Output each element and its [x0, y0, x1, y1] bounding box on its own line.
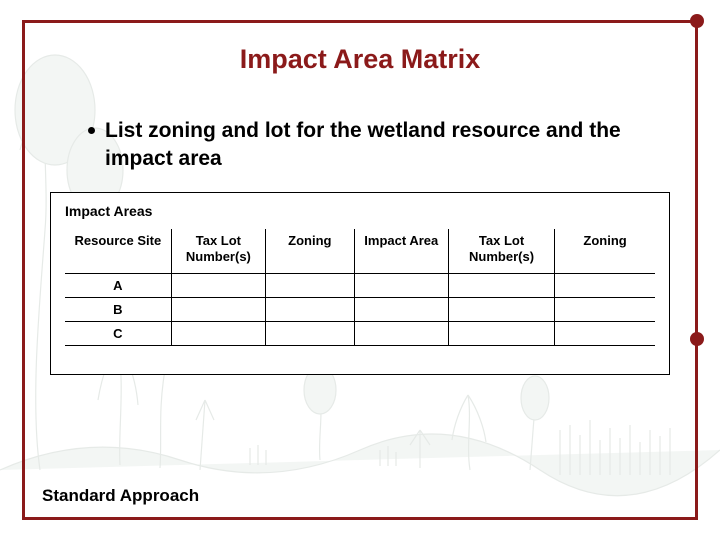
cell — [171, 322, 265, 346]
cell — [555, 274, 655, 298]
col-tax-lot-2: Tax Lot Number(s) — [448, 229, 554, 274]
footer-label: Standard Approach — [42, 486, 199, 506]
table-row: C — [65, 322, 655, 346]
cell — [354, 274, 448, 298]
cell — [266, 274, 355, 298]
col-zoning-1: Zoning — [266, 229, 355, 274]
cell — [448, 322, 554, 346]
cell-resource-c: C — [65, 322, 171, 346]
col-tax-lot-1: Tax Lot Number(s) — [171, 229, 265, 274]
cell — [354, 322, 448, 346]
slide-content: Impact Area Matrix List zoning and lot f… — [0, 0, 720, 540]
impact-matrix-table: Resource Site Tax Lot Number(s) Zoning I… — [65, 229, 655, 347]
col-impact-area: Impact Area — [354, 229, 448, 274]
bullet-text: List zoning and lot for the wetland reso… — [105, 117, 660, 174]
bullet-marker-icon — [88, 127, 95, 134]
table-row: A — [65, 274, 655, 298]
slide-title: Impact Area Matrix — [0, 44, 720, 75]
cell — [448, 274, 554, 298]
col-zoning-2: Zoning — [555, 229, 655, 274]
cell-resource-a: A — [65, 274, 171, 298]
cell-resource-b: B — [65, 298, 171, 322]
cell — [555, 322, 655, 346]
bullet-item: List zoning and lot for the wetland reso… — [88, 117, 660, 174]
cell — [354, 298, 448, 322]
cell — [555, 298, 655, 322]
cell — [448, 298, 554, 322]
cell — [266, 298, 355, 322]
col-resource-site: Resource Site — [65, 229, 171, 274]
table-section-label: Impact Areas — [65, 203, 655, 219]
table-header-row: Resource Site Tax Lot Number(s) Zoning I… — [65, 229, 655, 274]
table-row: B — [65, 298, 655, 322]
cell — [266, 322, 355, 346]
cell — [171, 274, 265, 298]
cell — [171, 298, 265, 322]
impact-table-container: Impact Areas Resource Site Tax Lot Numbe… — [50, 192, 670, 376]
